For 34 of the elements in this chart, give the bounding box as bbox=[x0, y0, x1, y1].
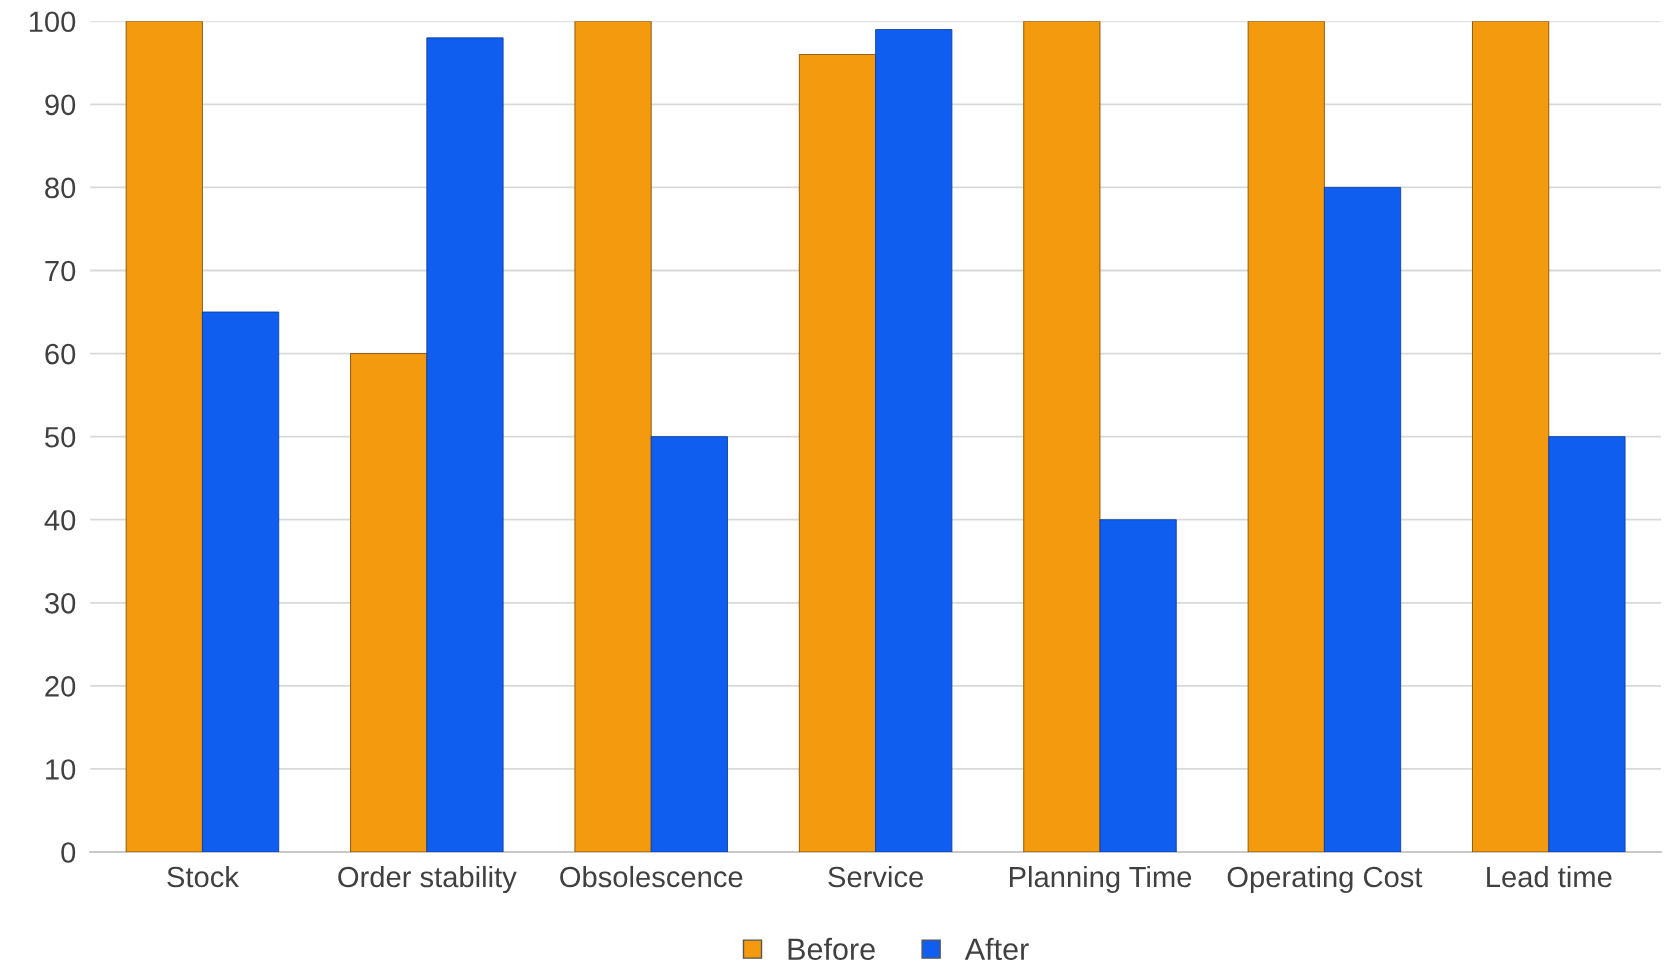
y-tick-label: 60 bbox=[45, 343, 76, 365]
bar bbox=[1247, 21, 1325, 853]
x-tick-label: Order stability bbox=[338, 865, 517, 894]
x-tick-label: Lead time bbox=[1487, 865, 1612, 888]
y-tick-label: 30 bbox=[45, 592, 76, 614]
y-tick-label: 40 bbox=[44, 509, 76, 531]
legend-label: Before bbox=[788, 937, 875, 961]
bar bbox=[650, 436, 728, 853]
x-tick-label: Obsolescence bbox=[560, 865, 743, 888]
bar bbox=[1023, 21, 1101, 853]
bar bbox=[1099, 519, 1177, 853]
y-tick-label: 20 bbox=[45, 676, 76, 697]
bar bbox=[426, 37, 504, 853]
legend-label: After bbox=[964, 937, 1029, 961]
y-tick-label: 90 bbox=[45, 94, 76, 116]
bar bbox=[1323, 186, 1402, 853]
bar bbox=[1472, 21, 1550, 853]
x-tick-label: Service bbox=[828, 865, 923, 888]
bar bbox=[798, 54, 877, 853]
y-tick-label: 70 bbox=[45, 260, 76, 282]
x-tick-label: Operating Cost bbox=[1227, 865, 1423, 894]
y-tick-label: 0 bbox=[61, 842, 76, 863]
bar bbox=[1548, 436, 1626, 853]
bar bbox=[875, 29, 953, 853]
y-tick-label: 80 bbox=[45, 177, 76, 199]
x-tick-label: Planning Time bbox=[1009, 865, 1192, 894]
bar bbox=[574, 21, 652, 853]
bar bbox=[125, 21, 203, 853]
y-tick-label: 50 bbox=[45, 426, 76, 448]
bar bbox=[350, 353, 428, 853]
x-tick-label: Stock bbox=[167, 865, 239, 888]
y-tick-label: 10 bbox=[46, 759, 76, 780]
bar bbox=[202, 311, 280, 853]
y-tick-label: 100 bbox=[29, 11, 76, 33]
